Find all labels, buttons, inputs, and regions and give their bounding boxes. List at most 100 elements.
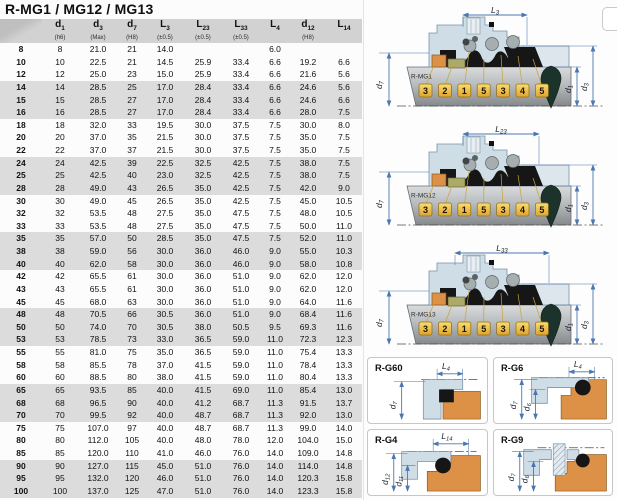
callout-row: 3 2 1 5 3 4 5 <box>418 171 549 217</box>
callout-row: 3 2 1 5 3 4 5 <box>418 290 549 336</box>
table-cell: 5.6 <box>326 80 362 94</box>
table-cell: 9.0 <box>269 271 281 282</box>
table-cell: 33.4 <box>232 56 250 67</box>
table-row: 20 20 37.0 35 21.5 30.0 37.5 7.5 35.0 7.5 <box>0 131 362 144</box>
panel-title: R-G4 <box>375 435 398 445</box>
table-cell: 21.5 <box>156 145 174 156</box>
callout-box <box>496 83 511 98</box>
callout-box <box>457 321 472 336</box>
table-cell: 6.6 <box>269 69 281 80</box>
table-cell: 33.0 <box>146 333 184 346</box>
table-cell: 43 <box>118 181 146 195</box>
table-cell: 37.5 <box>232 132 250 143</box>
table-cell: 51.0 <box>184 484 222 498</box>
table-cell: 51.0 <box>184 472 222 485</box>
table-cell: 37.5 <box>232 119 250 130</box>
dim-label-l4: L4 <box>573 359 582 370</box>
table-cell: 28 <box>42 181 78 195</box>
panel-r-g6: R-G6 L4 d7 d6 <box>492 357 613 424</box>
table-cell: 30.5 <box>146 320 184 334</box>
callout-box <box>418 321 433 336</box>
callout-box <box>438 202 452 217</box>
table-cell: 78.5 <box>78 333 118 346</box>
table-cell: 14.0 <box>260 472 290 485</box>
table-cell: 75 <box>55 422 65 433</box>
row-label: 33 <box>16 220 26 231</box>
table-row: 10 10 22.5 21 14.5 25.9 33.4 6.6 19.2 6.6 <box>0 56 362 69</box>
table-cell: 7.5 <box>269 220 281 231</box>
row-label: 16 <box>0 106 42 119</box>
table-cell: 18 <box>55 119 65 130</box>
callout-row: 3 2 1 5 3 4 5 <box>418 52 549 98</box>
table-cell: 32.5 <box>184 169 222 182</box>
table-cell: 17.0 <box>146 93 184 107</box>
callout-number: 5 <box>481 205 486 215</box>
table-cell: 62.0 <box>78 257 118 271</box>
table-cell: 76.0 <box>222 484 260 498</box>
callout-number: 1 <box>462 205 467 215</box>
table-row: 90 90 127.0 115 45.0 51.0 76.0 14.0 114.0 14.8 <box>0 459 362 473</box>
row-label: 32 <box>16 208 26 219</box>
table-cell: 35.0 <box>184 232 222 245</box>
table-cell: 40.0 <box>156 422 174 433</box>
table-cell: 36.0 <box>184 257 222 271</box>
table-cell: 45 <box>55 296 65 307</box>
row-label: 70 <box>0 409 42 422</box>
dim-label-l3: L3 <box>491 5 500 17</box>
table-cell: 35.0 <box>194 220 212 231</box>
callout-number: 5 <box>539 324 544 334</box>
table-cell: 120.3 <box>290 472 326 485</box>
row-label: 28 <box>0 181 42 195</box>
table-cell: 120.0 <box>87 448 109 459</box>
table-cell: 56 <box>118 245 146 258</box>
row-label: 38 <box>0 245 42 258</box>
table-cell: 99.0 <box>299 422 317 433</box>
table-cell: 14.0 <box>260 484 290 498</box>
table-cell <box>184 43 222 56</box>
table-cell: 38.0 <box>290 169 326 182</box>
table-cell: 12.0 <box>335 271 353 282</box>
table-cell: 51.0 <box>232 283 250 294</box>
table-cell: 59.0 <box>232 372 250 383</box>
table-cell: 11.6 <box>336 296 352 307</box>
shaft-label: R-MG13 <box>411 312 436 319</box>
callout-number: 3 <box>501 86 506 96</box>
table-cell: 6.6 <box>260 80 290 94</box>
table-row: 65 65 93.5 85 40.0 41.5 69.0 11.0 85.4 13.0 <box>0 383 362 397</box>
row-label: 12 <box>16 69 26 80</box>
table-cell: 92 <box>118 409 146 422</box>
table-cell <box>222 43 260 56</box>
row-label: 10 <box>16 56 26 67</box>
table-cell: 40.0 <box>146 383 184 397</box>
table-cell: 70.5 <box>78 308 118 321</box>
table-cell: 37 <box>127 145 137 156</box>
table-cell: 90 <box>42 459 78 473</box>
callout-leader <box>444 63 454 87</box>
table-cell: 47.0 <box>146 484 184 498</box>
table-cell: 10 <box>55 56 65 67</box>
callout-leader <box>500 173 504 206</box>
table-row: 45 45 68.0 63 30.0 36.0 51.0 9.0 64.0 11.6 <box>0 296 362 309</box>
table-cell: 39 <box>118 156 146 170</box>
row-label: 18 <box>16 119 26 130</box>
callout-leader <box>500 292 504 325</box>
table-cell: 7.5 <box>269 145 281 156</box>
table-cell: 6.6 <box>269 56 281 67</box>
callout-leader <box>425 181 436 206</box>
table-row: 55 55 81.0 75 35.0 36.5 59.0 11.0 75.4 13.3 <box>0 346 362 359</box>
table-cell: 33 <box>127 119 137 130</box>
column-header: L14 <box>326 19 362 43</box>
table-cell: 25.0 <box>89 69 107 80</box>
table-cell: 25.9 <box>194 56 212 67</box>
table-cell: 13.0 <box>326 409 362 422</box>
table-cell: 11.0 <box>336 220 352 231</box>
table-cell: 36.5 <box>194 347 212 358</box>
table-cell: 7.5 <box>338 145 350 156</box>
table-cell: 11.0 <box>260 333 290 346</box>
table-cell: 14.0 <box>335 422 353 433</box>
table-cell: 33.4 <box>222 106 260 119</box>
table-cell: 59.0 <box>222 333 260 346</box>
row-label: 14 <box>0 80 42 94</box>
table-cell: 9.5 <box>260 320 290 334</box>
table-cell: 85.4 <box>290 383 326 397</box>
